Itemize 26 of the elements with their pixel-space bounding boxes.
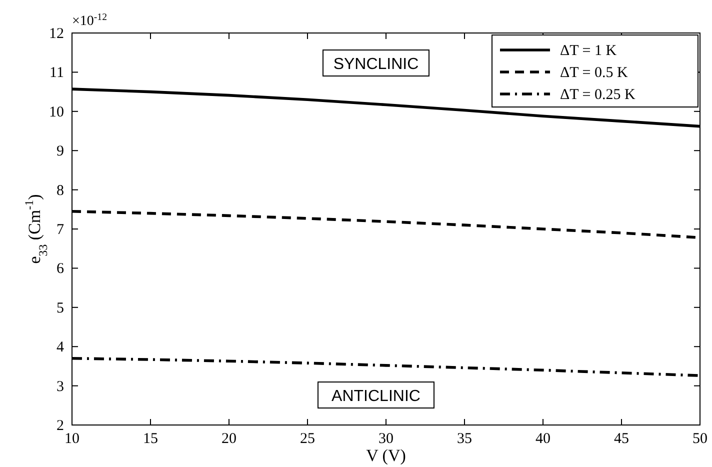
y-tick-label: 9 — [56, 144, 64, 160]
legend-label: ΔT = 1 K — [560, 43, 617, 59]
x-tick-label: 35 — [457, 431, 472, 447]
x-tick-label: 40 — [536, 431, 550, 447]
annotation: SYNCLINIC — [333, 56, 419, 73]
y-tick-label: 10 — [49, 104, 64, 120]
x-tick-label: 50 — [692, 431, 708, 447]
y-tick-label: 7 — [56, 222, 64, 238]
annotation: ANTICLINIC — [332, 388, 420, 405]
x-tick-label: 45 — [614, 431, 629, 447]
y-tick-label: 12 — [49, 26, 64, 42]
x-axis-title: V (V) — [366, 446, 406, 465]
legend-label: ΔT = 0.5 K — [560, 65, 628, 81]
text: ×10$^{-12}$ — [72, 12, 108, 29]
y-tick-label: 3 — [56, 378, 64, 395]
y-tick-label: 5 — [56, 300, 64, 316]
x-tick-label: 30 — [378, 431, 394, 447]
y-tick-label: 6 — [56, 261, 64, 278]
y-tick-label: 2 — [56, 418, 64, 434]
legend-label: ΔT = 0.25 K — [560, 87, 636, 103]
y-tick-label: 4 — [56, 340, 64, 356]
y-tick-label: 8 — [56, 182, 64, 199]
x-tick-label: 15 — [143, 431, 158, 447]
x-tick-label: 25 — [300, 431, 315, 447]
y-tick-label: 11 — [50, 65, 64, 82]
x-tick-label: 20 — [222, 431, 236, 447]
